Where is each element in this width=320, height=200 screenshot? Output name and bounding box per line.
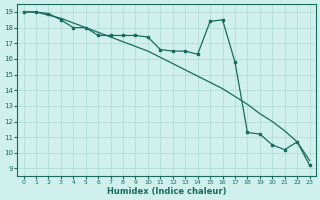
X-axis label: Humidex (Indice chaleur): Humidex (Indice chaleur) (107, 187, 226, 196)
